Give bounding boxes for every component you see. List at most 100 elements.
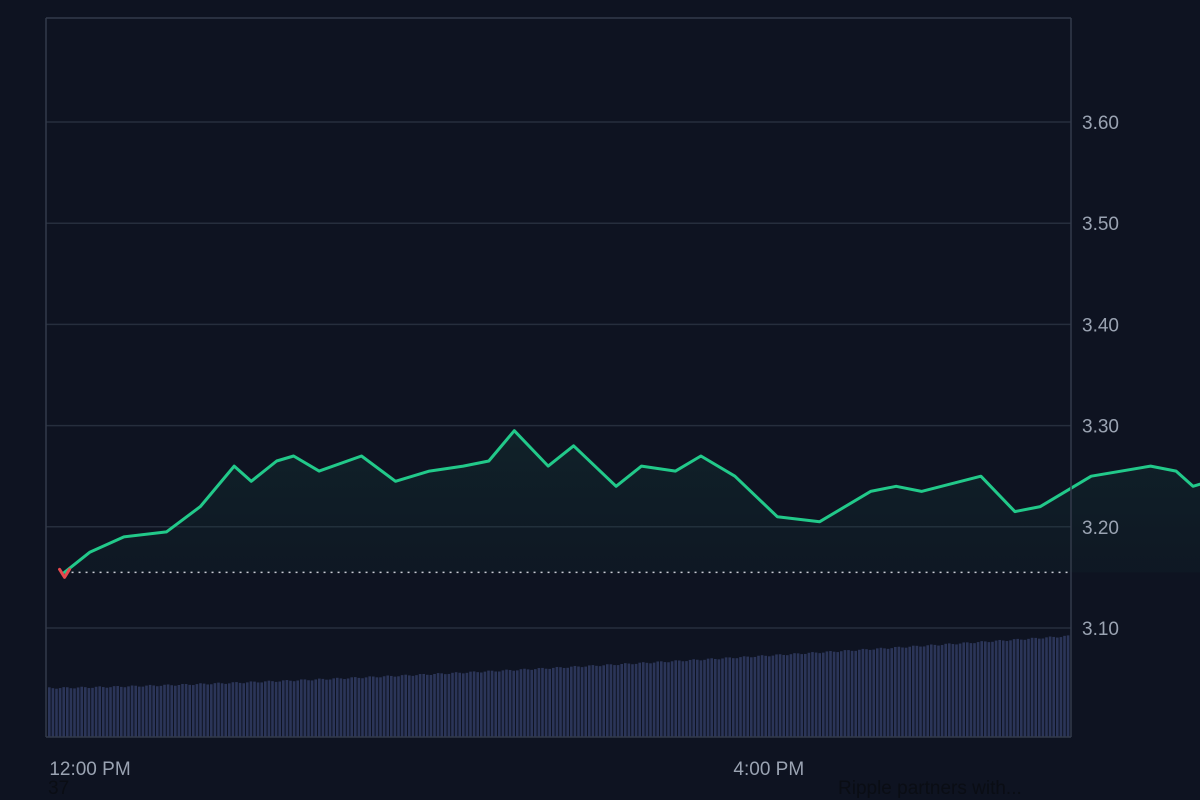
volume-bar (444, 674, 447, 737)
volume-bar (976, 642, 980, 737)
volume-bar (494, 671, 497, 737)
volume-bar (195, 684, 199, 737)
volume-bar (559, 667, 562, 737)
volume-bar (1023, 639, 1027, 737)
volume-bar (516, 670, 519, 737)
volume-bar (962, 642, 965, 737)
volume-bar (123, 687, 127, 737)
volume-bar (1041, 638, 1045, 737)
volume-bar (724, 657, 728, 737)
volume-bar (613, 665, 616, 737)
volume-bar (789, 654, 793, 737)
volume-bar (350, 677, 353, 737)
volume-bar (552, 667, 555, 737)
volume-bar (292, 681, 296, 737)
volume-bar (314, 679, 317, 737)
volume-bar (937, 645, 940, 737)
volume-bar (145, 685, 148, 737)
volume-bar (307, 680, 310, 737)
volume-bar (512, 670, 515, 737)
volume-bar (98, 686, 101, 737)
volume-bar (804, 653, 807, 737)
volume-bar (674, 660, 677, 737)
volume-bar (955, 644, 958, 737)
volume-bar (984, 641, 987, 737)
volume-bar (271, 681, 274, 737)
volume-bar (728, 657, 731, 737)
volume-bar (627, 663, 631, 737)
volume-bar (184, 684, 188, 737)
volume-bar (598, 666, 602, 737)
volume-bar (548, 668, 551, 737)
volume-bar (382, 676, 386, 737)
volume-bar (642, 662, 645, 737)
volume-bar (426, 674, 429, 737)
volume-bar (62, 687, 65, 737)
volume-bar (224, 683, 227, 737)
volume-bar (364, 677, 368, 737)
volume-bar (228, 683, 231, 737)
volume-bar (282, 680, 285, 737)
volume-bar (577, 666, 580, 737)
volume-bar (1009, 640, 1012, 737)
volume-bar (750, 657, 753, 737)
volume-bar (361, 678, 364, 737)
volume-bar (933, 644, 937, 737)
volume-bar (796, 653, 800, 737)
volume-bar (991, 641, 994, 737)
volume-bar (120, 686, 123, 737)
volume-bar (631, 664, 634, 737)
volume-bar (1066, 635, 1070, 737)
y-tick-label: 3.50 (1082, 214, 1119, 235)
volume-bar (883, 648, 886, 737)
volume-bar (440, 673, 443, 737)
volume-bar (519, 669, 523, 737)
volume-bar (775, 654, 778, 737)
volume-bar (260, 682, 263, 737)
volume-bar (890, 648, 893, 737)
x-tick-label: 12:00 PM (49, 759, 130, 780)
volume-bar (429, 674, 433, 737)
price-line (63, 429, 1200, 574)
volume-bar (667, 662, 670, 737)
volume-bar (922, 646, 926, 737)
volume-bar (476, 672, 479, 737)
volume-bar (454, 672, 458, 737)
volume-bar (829, 651, 832, 737)
volume-bar (811, 652, 814, 737)
volume-bar (732, 658, 735, 737)
volume-bar (332, 678, 335, 737)
volume-bar (897, 646, 901, 737)
volume-bar (969, 643, 973, 737)
volume-bar (930, 644, 933, 737)
volume-bar (951, 644, 955, 737)
volume-bar (94, 686, 98, 737)
volume-bar (915, 645, 919, 737)
volume-bar (102, 687, 105, 737)
volume-bar (1034, 637, 1037, 737)
volume-bar (346, 678, 350, 737)
volume-bar (303, 679, 307, 737)
volume-bar (339, 678, 343, 737)
volume-bar (944, 643, 947, 737)
volume-bar (404, 674, 407, 737)
volume-bar (253, 681, 256, 737)
volume-bar (192, 685, 195, 737)
volume-bar (760, 655, 764, 737)
volume-bar (69, 688, 73, 737)
volume-bar (91, 687, 94, 737)
volume-bar (411, 675, 415, 737)
volume-bar (966, 642, 969, 737)
volume-bar (109, 687, 112, 737)
volume-bar (487, 670, 490, 737)
volume-bar (721, 658, 724, 737)
footer-news-headline[interactable]: Ripple partners with... (838, 778, 1022, 799)
y-tick-label: 3.30 (1082, 417, 1119, 438)
y-tick-label: 3.10 (1082, 619, 1119, 640)
volume-bar (264, 681, 267, 737)
volume-bar (894, 646, 897, 737)
volume-bar (868, 649, 872, 737)
volume-bar (537, 668, 541, 737)
volume-bar (822, 652, 825, 737)
